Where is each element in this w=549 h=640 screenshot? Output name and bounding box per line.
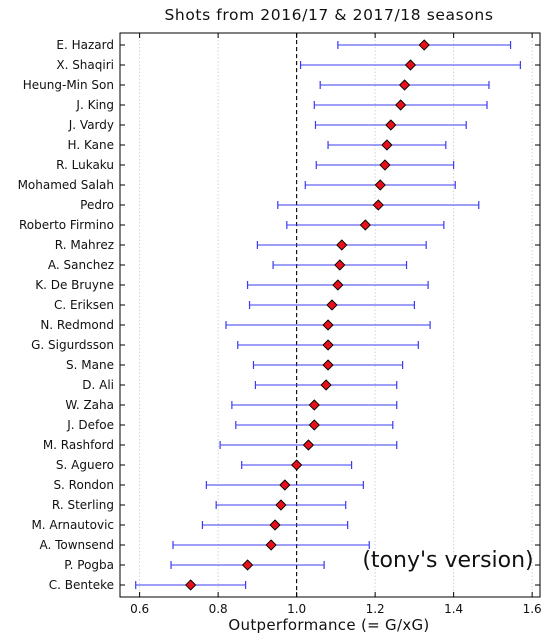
- data-point-marker: [326, 299, 338, 311]
- data-point-marker: [404, 59, 417, 71]
- y-tick-label: J. King: [75, 98, 114, 112]
- data-point-marker: [398, 79, 411, 91]
- y-tick-label: R. Lukaku: [56, 158, 114, 172]
- y-tick-label: C. Benteke: [49, 578, 114, 592]
- data-point-marker: [359, 219, 371, 231]
- data-point-marker: [308, 399, 320, 411]
- plot-frame: [119, 32, 541, 598]
- data-point-marker: [302, 439, 315, 451]
- data-point-marker: [290, 459, 303, 471]
- y-tick-label: S. Aguero: [56, 458, 114, 472]
- x-tick-label: 1.6: [523, 602, 542, 616]
- y-tick-label: S. Mane: [66, 358, 114, 372]
- data-point-marker: [269, 519, 281, 531]
- data-point-marker: [334, 259, 346, 271]
- data-point-marker: [322, 339, 334, 351]
- x-axis-label: Outperformance (= G/xG): [228, 616, 429, 634]
- y-tick-label: W. Zaha: [65, 398, 114, 412]
- y-axis-ticks: E. Hazard X. Shaqiri Heung-Min Son J. King J…: [18, 38, 540, 592]
- x-tick-label: 0.6: [130, 602, 149, 616]
- data-point-marker: [185, 579, 197, 591]
- chart-title: Shots from 2016/17 & 2017/18 seasons: [164, 6, 493, 24]
- y-tick-label: H. Kane: [68, 138, 114, 152]
- data-point-marker: [336, 239, 348, 251]
- data-point-marker: [332, 279, 344, 291]
- data-point-marker: [308, 419, 320, 431]
- x-axis-ticks: 0.6 0.8 1.0 1.2 1.4 1.6: [130, 33, 542, 616]
- x-tick-label: 1.0: [287, 602, 306, 616]
- y-tick-label: R. Sterling: [52, 498, 114, 512]
- y-tick-label: D. Ali: [82, 378, 114, 392]
- data-point-marker: [275, 499, 287, 511]
- data-point-marker: [385, 119, 397, 131]
- y-tick-label: A. Townsend: [39, 538, 114, 552]
- data-point-marker: [381, 139, 393, 151]
- x-tick-label: 1.2: [366, 602, 385, 616]
- marker-layer: [185, 39, 430, 591]
- y-tick-label: Pedro: [80, 198, 114, 212]
- data-point-marker: [418, 39, 430, 51]
- y-tick-label: A. Sanchez: [48, 258, 114, 272]
- y-tick-label: Mohamed Salah: [18, 178, 114, 192]
- y-tick-label: S. Rondon: [53, 478, 114, 492]
- x-tick-label: 1.4: [444, 602, 463, 616]
- data-point-marker: [322, 359, 334, 371]
- data-point-marker: [265, 539, 277, 551]
- y-tick-label: X. Shaqiri: [56, 58, 114, 72]
- y-tick-label: E. Hazard: [56, 38, 114, 52]
- data-point-marker: [320, 379, 332, 391]
- y-tick-label: M. Rashford: [43, 438, 114, 452]
- y-tick-label: Heung-Min Son: [23, 78, 114, 92]
- y-tick-label: N. Redmond: [40, 318, 114, 332]
- data-point-marker: [395, 99, 407, 111]
- y-tick-label: M. Arnautovic: [31, 518, 114, 532]
- y-tick-label: J. Defoe: [66, 418, 114, 432]
- data-point-marker: [372, 199, 384, 211]
- y-tick-label: P. Pogba: [64, 558, 114, 572]
- version-annotation: (tony's version): [362, 548, 533, 573]
- x-tick-label: 0.8: [209, 602, 228, 616]
- data-point-marker: [374, 179, 386, 191]
- data-point-marker: [379, 159, 391, 171]
- y-tick-label: G. Sigurdsson: [31, 338, 114, 352]
- y-tick-label: K. De Bruyne: [35, 278, 114, 292]
- y-tick-label: R. Mahrez: [55, 238, 114, 252]
- data-point-marker: [322, 319, 334, 331]
- data-point-marker: [241, 559, 254, 571]
- y-tick-label: C. Eriksen: [54, 298, 114, 312]
- y-tick-label: Roberto Firmino: [19, 218, 114, 232]
- data-point-marker: [279, 479, 291, 491]
- y-tick-label: J. Vardy: [68, 118, 114, 132]
